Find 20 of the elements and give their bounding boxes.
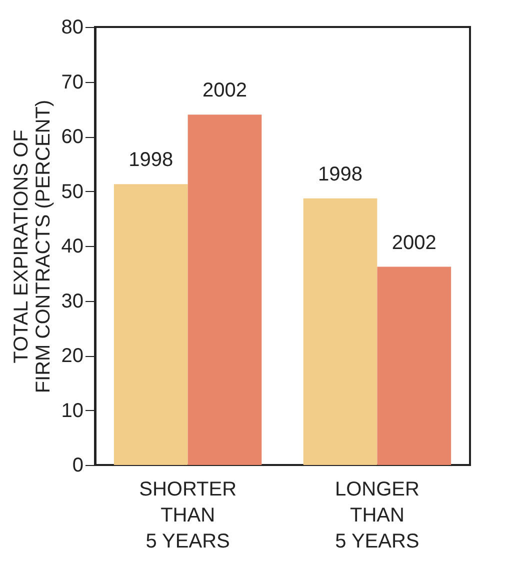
bar — [377, 266, 452, 465]
x-tick-label: SHORTER THAN 5 YEARS — [139, 478, 237, 552]
text: 2002 — [392, 232, 436, 254]
y-tick-label: 70 — [61, 71, 84, 94]
y-tick-label: 20 — [61, 345, 84, 367]
y-axis-title: TOTAL EXPIRATIONS OF FIRM CONTRACTS (PERCENT) — [10, 100, 54, 394]
y-tick-label: 60 — [61, 126, 84, 148]
bar — [188, 114, 262, 465]
y-tick-label: 10 — [61, 400, 84, 422]
y-tick-label: 40 — [61, 236, 84, 258]
bar — [303, 198, 378, 465]
x-tick-label: LONGER THAN 5 YEARS — [334, 478, 420, 552]
y-tick-label: 50 — [61, 180, 84, 203]
y-tick-label: 30 — [61, 290, 84, 312]
bar — [114, 184, 188, 465]
y-tick-label: 80 — [61, 16, 84, 38]
text: 1998 — [318, 163, 363, 186]
series-label: 1998 — [128, 149, 174, 172]
y-tick-label: 0 — [72, 454, 84, 476]
series-label: 2002 — [202, 80, 247, 102]
